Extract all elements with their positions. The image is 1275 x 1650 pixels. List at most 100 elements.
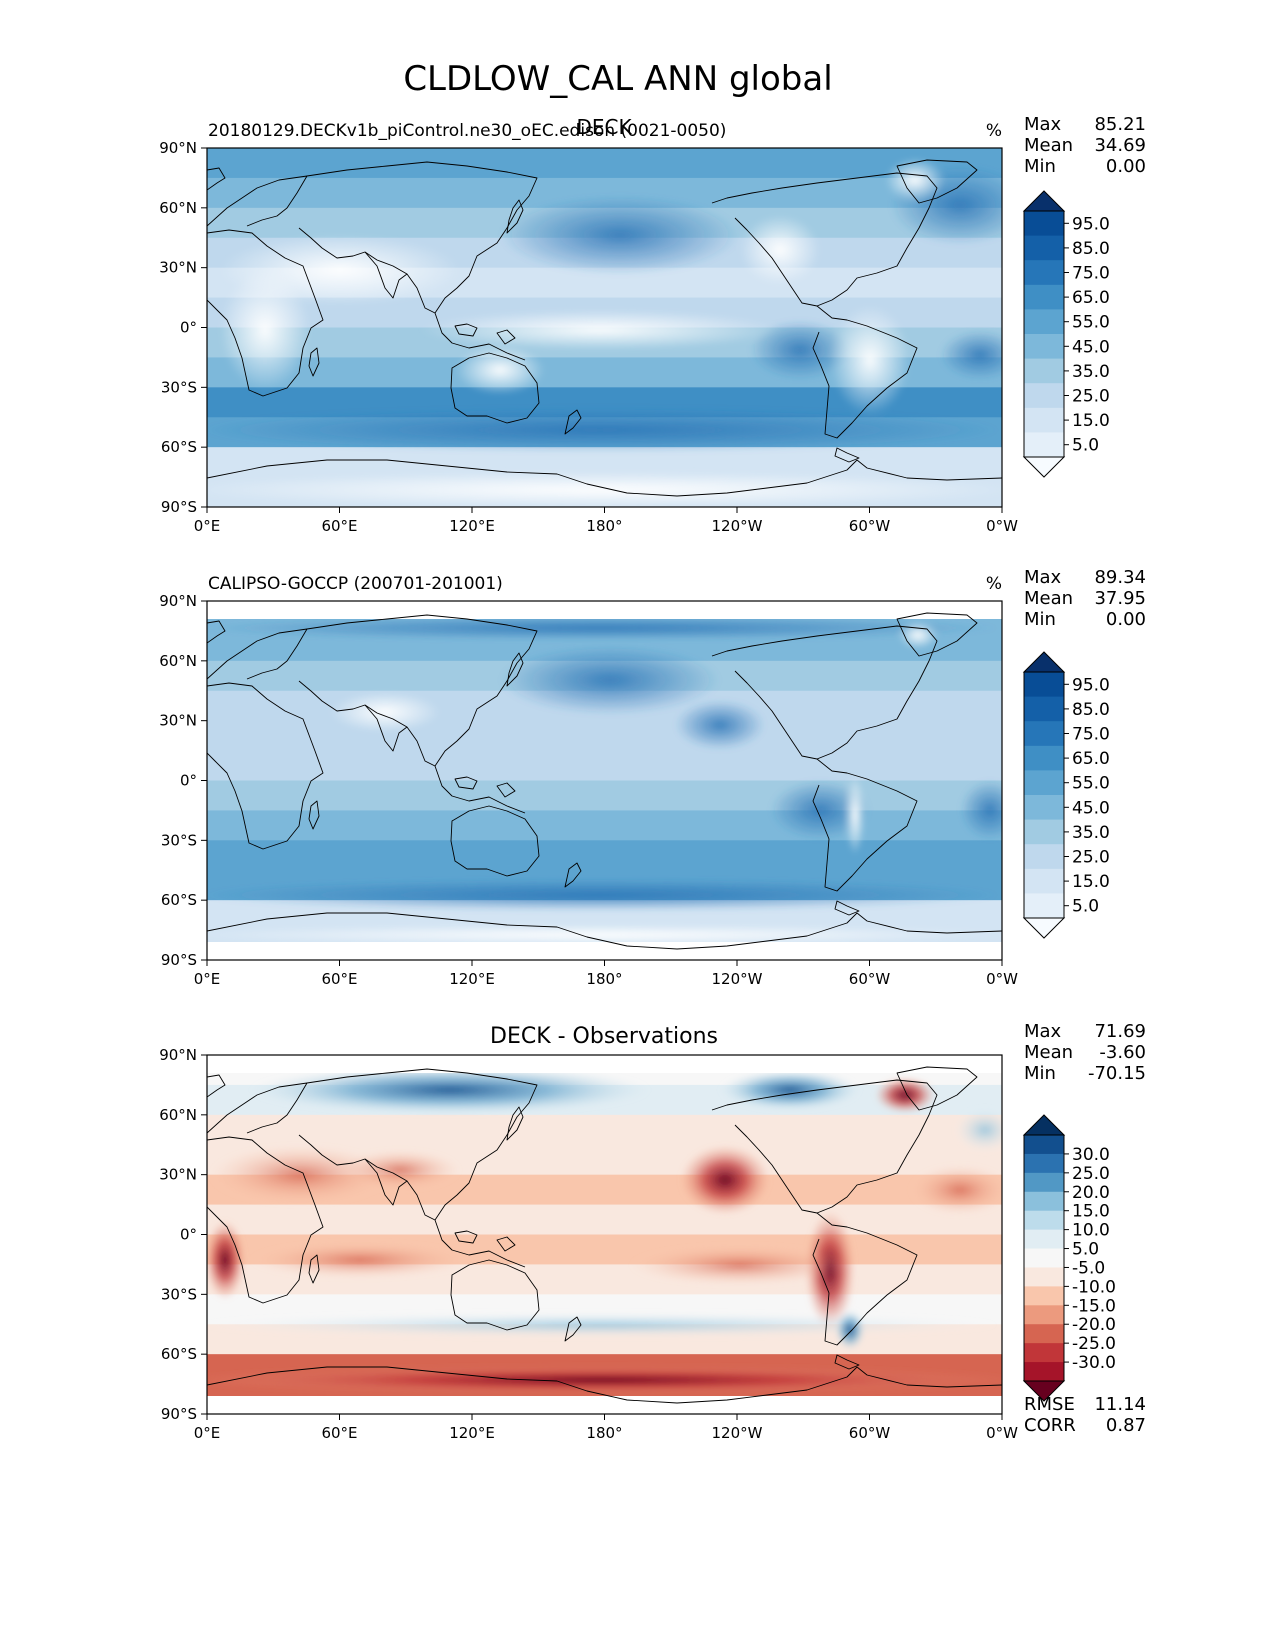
diff-southern-ocean-blue — [207, 1313, 1000, 1337]
x-tick-label: 60°W — [849, 970, 891, 988]
map-field — [207, 1055, 1002, 1414]
colorbar-segment — [1024, 1286, 1064, 1306]
diff-siberia-blue — [250, 1066, 650, 1114]
diff-namibia-red — [207, 1220, 245, 1300]
y-tick-label: 60°N — [159, 1106, 197, 1124]
colorbar-extend-max — [1022, 190, 1066, 212]
y-tick-label: 30°N — [159, 712, 197, 730]
colorbar-tick-label: -30.0 — [1072, 1353, 1116, 1373]
x-tick-label: 120°E — [449, 1424, 495, 1442]
colorbar-tick-label: 45.0 — [1072, 337, 1110, 357]
diff-sahara-red — [210, 1145, 390, 1205]
y-tick-label: 90°N — [159, 139, 197, 157]
diff-north-atlantic-blue — [955, 1108, 1002, 1152]
colorbar-segment — [1024, 721, 1064, 747]
colorbar-segment — [1024, 1362, 1064, 1382]
deck-south-america-clear — [830, 305, 910, 415]
x-tick-label: 120°W — [712, 517, 763, 535]
stat-label: Mean — [1024, 588, 1073, 609]
stat-value: 85.21 — [1094, 114, 1146, 135]
y-tick-label: 90°S — [161, 951, 197, 969]
colorbar-tick-label: 55.0 — [1072, 774, 1110, 794]
diff-greenland-red — [875, 1077, 935, 1113]
stat-label: Mean — [1024, 1042, 1073, 1063]
colorbar-tick-label: -15.0 — [1072, 1296, 1116, 1316]
colorbar-segment — [1024, 358, 1064, 384]
colorbar-segment — [1024, 844, 1064, 870]
y-tick-label: 60°N — [159, 652, 197, 670]
obs-antarctica-clear — [207, 925, 1002, 945]
colorbar-tick-label: 65.0 — [1072, 749, 1110, 769]
colorbar-tick-label: 25.0 — [1072, 848, 1110, 868]
colorbar-segment — [1024, 309, 1064, 335]
colorbar-tick-label: 5.0 — [1072, 1240, 1099, 1260]
colorbar-segment — [1024, 432, 1064, 458]
colorbar-segment — [1024, 868, 1064, 894]
y-axis: 90°N 60°N 30°N 0° 30°S 60°S 90°S — [159, 1046, 207, 1423]
diff-california-red — [680, 1145, 770, 1215]
deck-north-pacific-cloud — [500, 195, 740, 275]
colorbar-segment — [1024, 1191, 1064, 1212]
y-tick-label: 0° — [180, 319, 197, 337]
colorbar-tick-label: 25.0 — [1072, 387, 1110, 407]
y-tick-label: 60°S — [161, 438, 197, 456]
deck-southeast-atlantic-cloud — [940, 330, 1002, 380]
obs-north-pacific-cloud — [500, 645, 720, 715]
lat-bands — [207, 1055, 1002, 1414]
obs-arctic-cloud — [207, 616, 1000, 640]
map-field — [207, 148, 1002, 507]
colorbar-tick-label: 85.0 — [1072, 239, 1110, 259]
panel-1-stats: Max 85.21 Mean 34.69 Min 0.00 — [1024, 114, 1146, 177]
y-tick-label: 30°S — [161, 1285, 197, 1303]
stat-value: 89.34 — [1094, 567, 1146, 588]
x-tick-label: 0°W — [986, 517, 1018, 535]
colorbar-segment — [1024, 1229, 1064, 1250]
deck-southern-ocean-cloud — [207, 408, 1000, 452]
panel-2-colorbar: 95.0 85.0 75.0 65.0 55.0 45.0 35.0 25.0 15.0 5.0 — [1022, 651, 1110, 939]
y-tick-label: 60°S — [161, 891, 197, 909]
stat-label: Max — [1024, 1021, 1062, 1042]
y-tick-label: 90°N — [159, 1046, 197, 1064]
colorbar-segment — [1024, 1248, 1064, 1268]
x-tick-label: 60°E — [321, 1424, 357, 1442]
x-tick-label: 120°W — [712, 970, 763, 988]
obs-andes-clear — [845, 775, 865, 855]
x-tick-label: 0°E — [194, 517, 221, 535]
y-axis: 90°N 60°N 30°N 0° 30°S 60°S 90°S — [159, 592, 207, 969]
colorbar-segment — [1024, 284, 1064, 310]
colorbar-frame — [1023, 210, 1065, 458]
panel-2-stats: Max 89.34 Mean 37.95 Min 0.00 — [1024, 567, 1146, 630]
colorbar-tick-label: -25.0 — [1072, 1334, 1116, 1354]
obs-peruvian-stratocumulus — [770, 780, 870, 840]
colorbar-segment — [1024, 893, 1064, 919]
map-field — [207, 601, 1002, 960]
obs-southern-ocean-cloud — [207, 879, 1000, 911]
colorbar-segment — [1024, 1153, 1064, 1174]
panel-2-title-left: CALIPSO-GOCCP (200701-201001) — [208, 574, 503, 594]
stat-value: 71.69 — [1094, 1021, 1146, 1042]
panel-1-title-center: DECK — [576, 115, 632, 139]
colorbar-segment — [1024, 745, 1064, 771]
colorbar-extend-min — [1022, 917, 1066, 939]
deck-north-america-clear — [740, 215, 820, 285]
colorbar-segment — [1024, 819, 1064, 845]
y-tick-label: 60°N — [159, 199, 197, 217]
diff-arabia-red — [340, 1150, 460, 1190]
panel-2-units: % — [986, 574, 1002, 594]
stat-value: -3.60 — [1099, 1042, 1146, 1063]
deck-tropical-clear — [420, 310, 780, 350]
colorbar-extend-min — [1022, 456, 1066, 478]
colorbar-tick-label: 65.0 — [1072, 288, 1110, 308]
y-tick-label: 60°S — [161, 1345, 197, 1363]
colorbar-segment — [1024, 334, 1064, 360]
colorbar-segment — [1024, 672, 1064, 698]
x-axis: 0°E 60°E 120°E 180° 120°W 60°W 0°W — [194, 1414, 1018, 1442]
colorbar-tick-label: 45.0 — [1072, 798, 1110, 818]
diff-atlantic-red — [910, 1165, 1002, 1215]
colorbar-segment — [1024, 1324, 1064, 1344]
x-tick-label: 180° — [586, 970, 622, 988]
colorbar-segment — [1024, 1172, 1064, 1193]
colorbar-tick-label: 25.0 — [1072, 1164, 1110, 1184]
colorbar-extend-max — [1022, 651, 1066, 673]
colorbar-segment — [1024, 1135, 1064, 1155]
